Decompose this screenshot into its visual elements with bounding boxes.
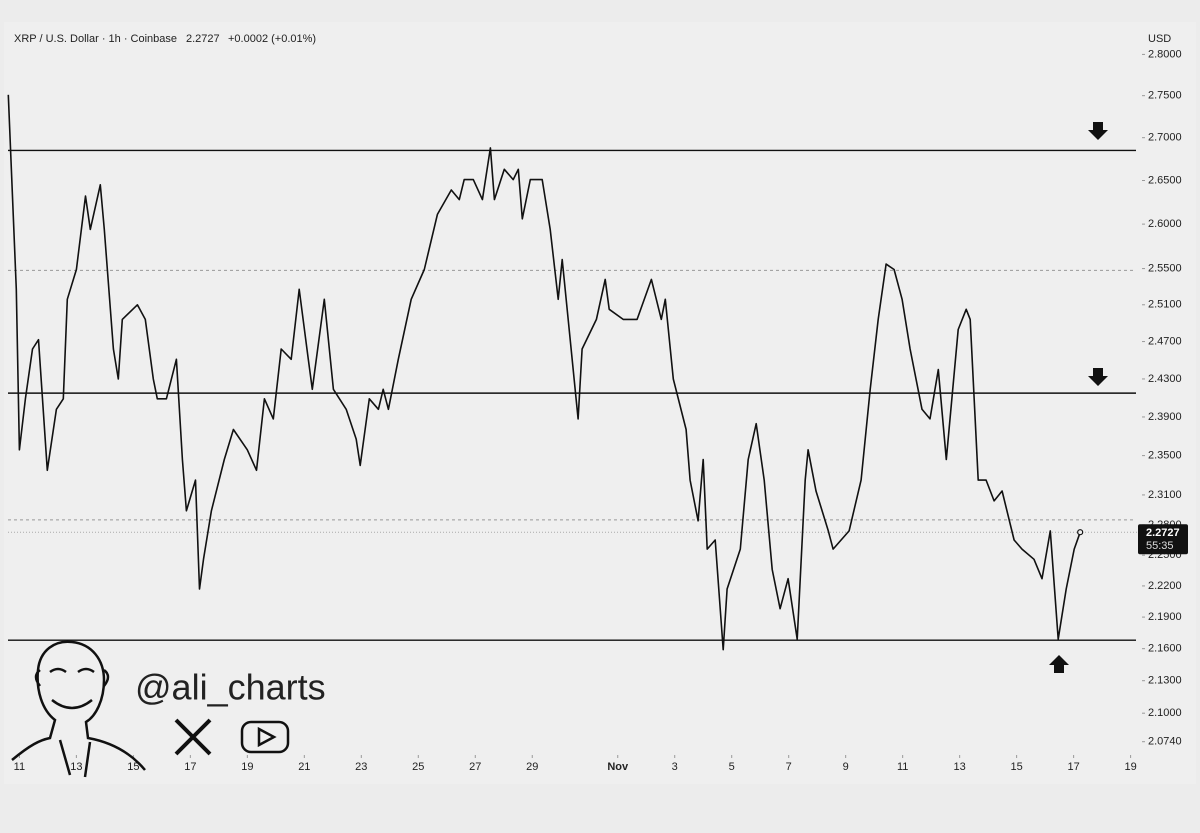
last-point [1077,529,1084,536]
x-tick-label: 13 [70,761,82,773]
avatar [11,640,146,778]
chart-panel [4,22,1196,784]
price-tag-value: 2.2727 [1146,527,1180,539]
symbol: XRP / U.S. Dollar · 1h · Coinbase [14,33,177,45]
youtube-logo [240,720,290,754]
x-tick-label: 3 [672,761,678,773]
x-tick-label: Nov [607,761,629,773]
watermark: @ali_charts [135,667,326,708]
x-tick-label: 13 [954,761,966,773]
y-tick-label: 2.7000 [1148,132,1182,144]
y-tick-label: 2.1000 [1148,707,1182,719]
y-tick-label: 2.7500 [1148,90,1182,102]
price-tag [1138,524,1188,555]
y-axis-label: USD [1148,33,1171,45]
x-tick-label: 9 [843,761,849,773]
plot: 2.8000 2.7500 2.7000 2.6500 2.6000 2.5500 2.51… [7,48,1188,773]
x-tick-label: 29 [526,761,538,773]
x-tick-label: 17 [1067,761,1079,773]
y-tick-label: 2.6500 [1148,174,1182,186]
x-tick-label: 11 [897,761,908,773]
y-tick-label: 2.2200 [1148,580,1182,592]
y-tick-label: 2.5500 [1148,262,1182,274]
y-tick-label: 2.8000 [1148,48,1182,60]
y-tick-label: 2.4700 [1148,335,1182,347]
last-price: 2.2727 [186,33,220,45]
arrow-down [1088,368,1108,386]
y-tick-label: 2.1300 [1148,675,1182,687]
y-tick-label: 2.5100 [1148,299,1182,311]
x-tick-label: 21 [298,761,310,773]
x-tick-label: 15 [127,761,139,773]
y-tick-label: 2.3500 [1148,450,1182,462]
price-line [7,94,1081,651]
x-tick-label: 27 [469,761,481,773]
x-tick-label: 25 [412,761,424,773]
y-tick-label: 2.3100 [1148,489,1182,501]
x-tick-label: 15 [1011,761,1023,773]
y-tick-label: 2.4300 [1148,373,1182,385]
arrow-down [1088,122,1108,140]
y-tick-label: 2.1900 [1148,611,1182,623]
y-tick-label: 2.6000 [1148,218,1182,230]
x-tick-label: 7 [786,761,792,773]
x-logo [174,718,212,756]
x-tick-label: 17 [184,761,196,773]
y-tick-label: 2.0740 [1148,736,1182,748]
y-tick-label: 2.1600 [1148,643,1182,655]
arrow-up [1049,655,1069,673]
y-tick-label: 2.3900 [1148,411,1182,423]
header: XRP / U.S. Dollar · 1h · Coinbase 2.2727… [14,33,316,45]
x-tick-label: 19 [1124,761,1136,773]
x-tick-label: 5 [729,761,735,773]
price-tag-countdown: 55:35 [1146,540,1174,552]
x-tick-label: 19 [241,761,253,773]
x-tick-label: 23 [355,761,367,773]
price-change: +0.0002 (+0.01%) [228,33,316,45]
x-tick-label: 11 [14,761,25,773]
